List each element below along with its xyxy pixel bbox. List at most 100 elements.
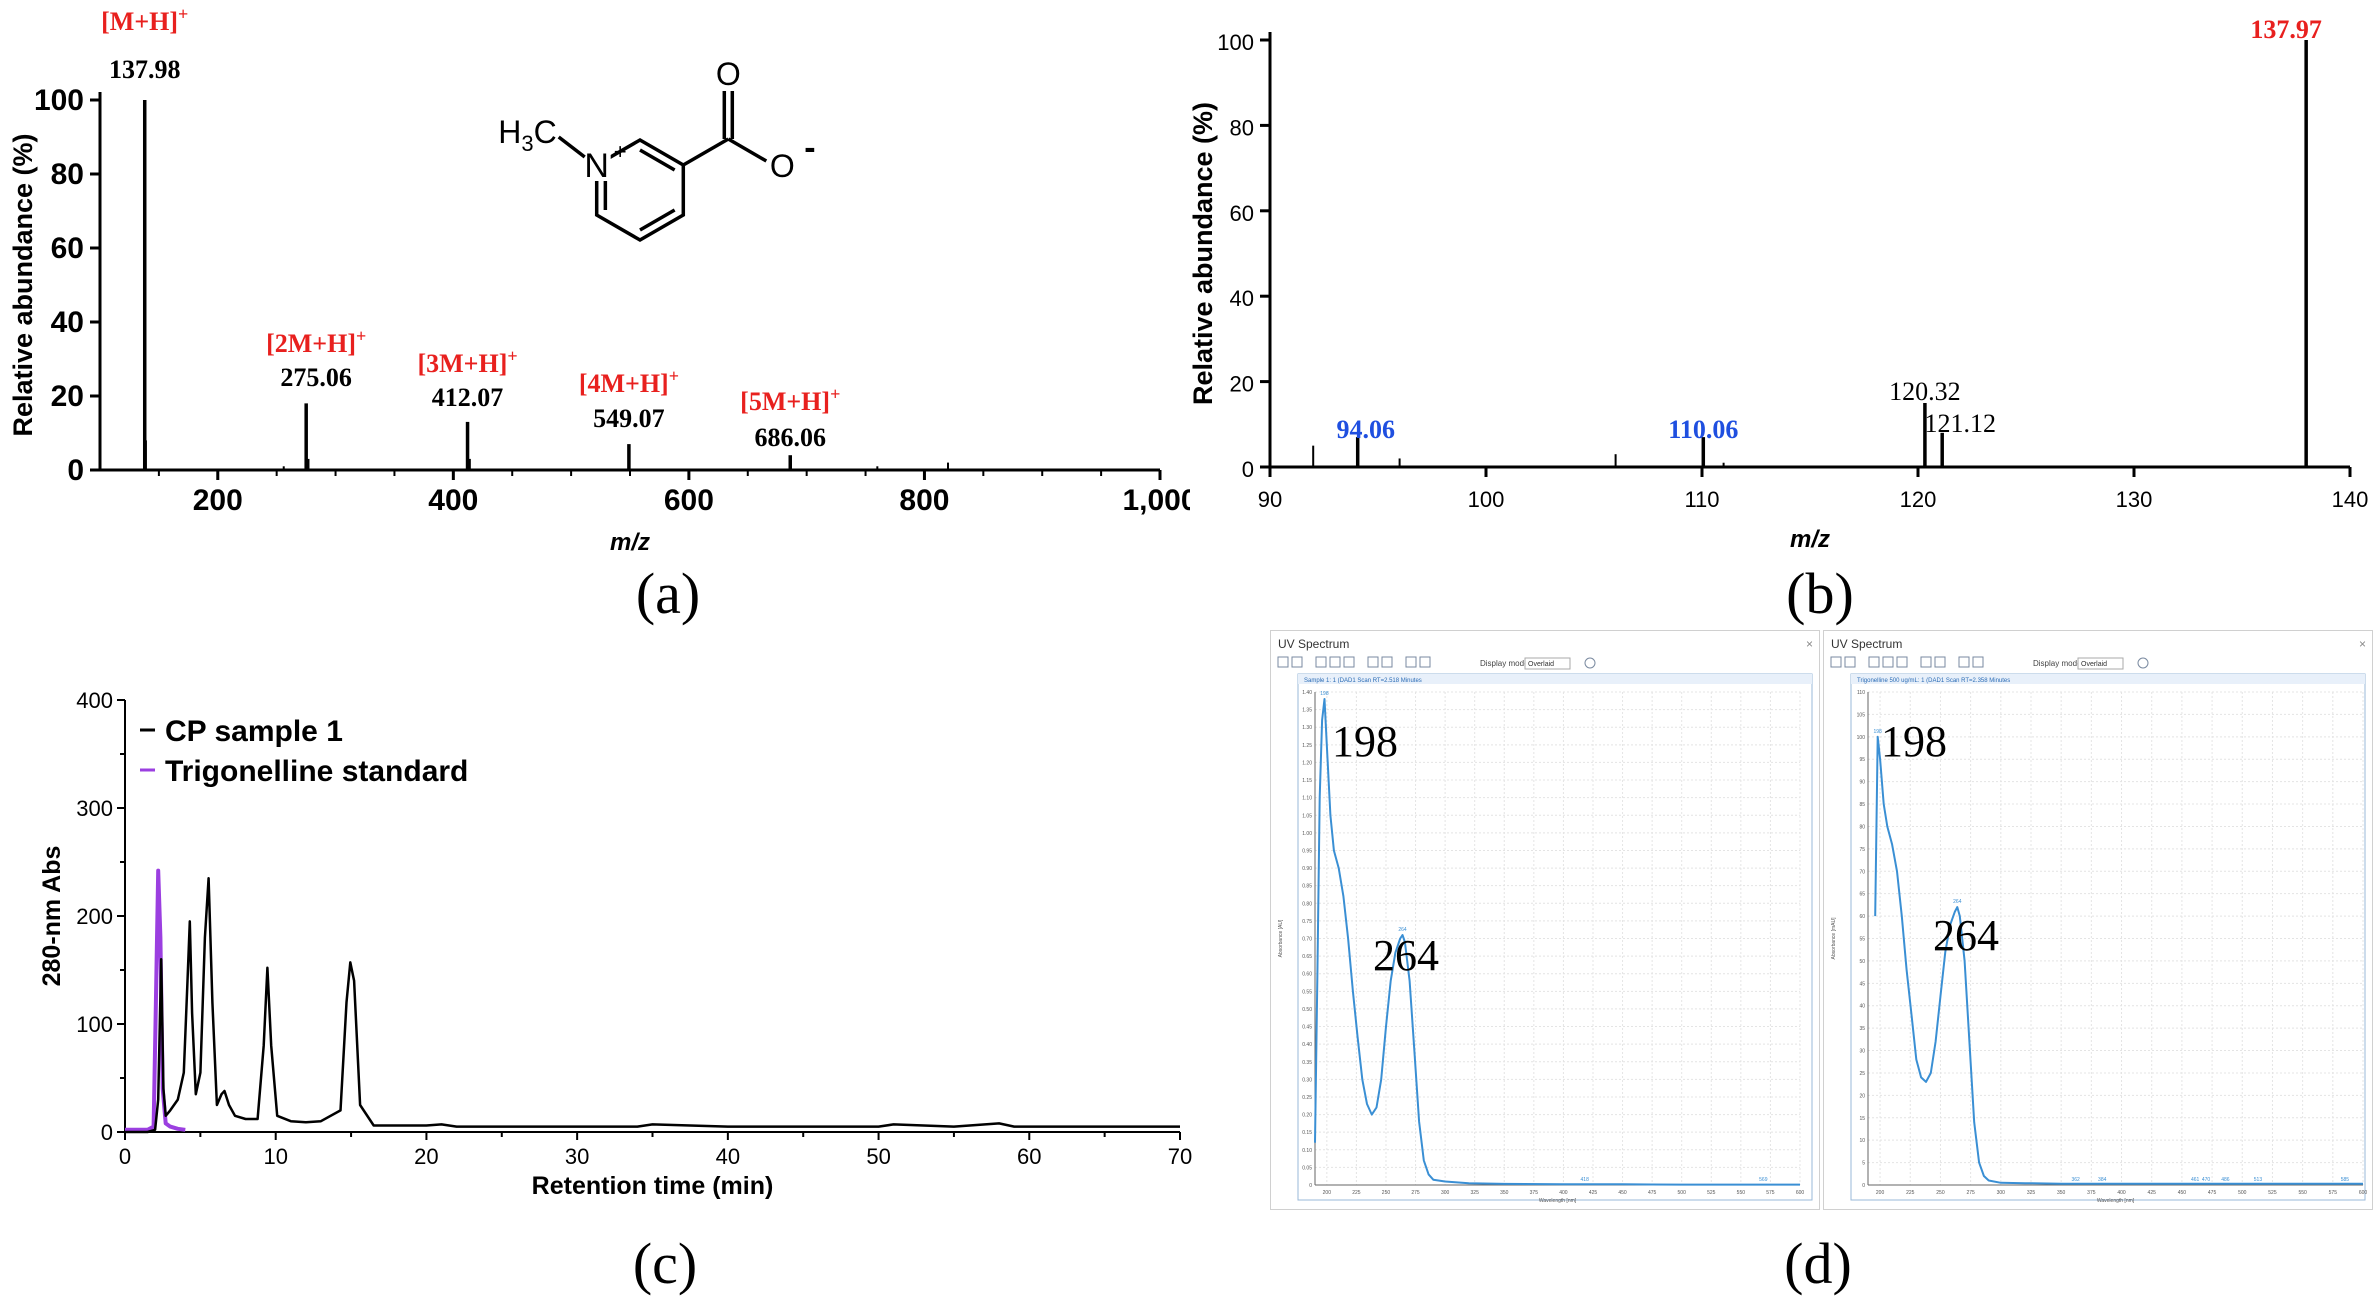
toolbar-icon <box>1343 656 1355 668</box>
y-tick-label: 0.75 <box>1302 919 1312 925</box>
x-tick-label: 40 <box>716 1144 740 1169</box>
legend-label: CP sample 1 <box>165 715 343 748</box>
x-tick-label: 140 <box>2332 487 2369 512</box>
panel-d: UV Spectrum × Display mode Overlaid Sample 1… <box>1270 630 2373 1220</box>
settings-icon <box>1584 657 1596 669</box>
x-axis-label: Wavelength [nm] <box>1539 1198 1577 1204</box>
small-peak-label: 569 <box>1759 1177 1768 1183</box>
x-tick-label: 225 <box>1906 1190 1915 1196</box>
x-tick-label: 275 <box>1411 1190 1420 1196</box>
small-peak-label: 585 <box>2341 1177 2350 1183</box>
x-tick-label: 200 <box>193 484 243 517</box>
x-tick-label: 375 <box>2087 1190 2096 1196</box>
y-tick-label: 0.90 <box>1302 866 1312 872</box>
ion-label: [4M+H]+ <box>579 366 679 398</box>
y-tick-label: 0.55 <box>1302 989 1312 995</box>
double-bond <box>639 148 676 172</box>
toolbar-icon <box>1882 656 1894 668</box>
y-tick-label: 85 <box>1859 802 1865 808</box>
x-tick-label: 30 <box>565 1144 589 1169</box>
y-tick-label: 0.60 <box>1302 972 1312 978</box>
toolbar-icon <box>1934 656 1946 668</box>
x-tick-label: 225 <box>1352 1190 1361 1196</box>
y-tick-label: 55 <box>1859 937 1865 943</box>
carboxyl-bond <box>682 137 730 167</box>
small-peak-label: 264 <box>1398 927 1407 933</box>
x-axis-label: Retention time (min) <box>532 1172 774 1200</box>
toolbar-icon <box>1896 656 1908 668</box>
ion-label: [3M+H]+ <box>417 346 517 378</box>
y-tick-label: 100 <box>34 84 84 117</box>
y-tick-label: 80 <box>1230 115 1254 140</box>
x-tick-label: 425 <box>2148 1190 2157 1196</box>
y-tick-label: 70 <box>1859 869 1865 875</box>
peak-value-label: 686.06 <box>754 423 826 452</box>
n-label-bg <box>582 149 611 181</box>
small-peak-label: 418 <box>1581 1177 1590 1183</box>
toolbar-icon <box>1405 656 1417 668</box>
plot-subtitle: Trigonelline 500 ug/mL: 1 (DAD1 Scan RT=… <box>1857 678 2010 684</box>
small-peak-label: 461 <box>2191 1177 2200 1183</box>
toolbar-icon <box>1844 656 1856 668</box>
y-tick-label: 20 <box>1859 1093 1865 1099</box>
y-tick-label: 1.35 <box>1302 708 1312 714</box>
display-mode-label: Display mode <box>1480 659 1529 668</box>
y-tick-label: 30 <box>1859 1049 1865 1055</box>
ion-label: [5M+H]+ <box>740 384 840 416</box>
uv-window-1: UV Spectrum × Display mode Overlaid Sample 1… <box>1270 630 1820 1210</box>
y-tick-label: 5 <box>1862 1161 1865 1167</box>
x-tick-label: 0 <box>119 1144 131 1169</box>
toolbar-icon <box>1381 656 1393 668</box>
y-tick-label: 45 <box>1859 981 1865 987</box>
toolbar-icon <box>1277 656 1289 668</box>
y-tick-label: 1.30 <box>1302 725 1312 731</box>
peak-value-label: 275.06 <box>280 363 352 392</box>
y-tick-label: 105 <box>1857 712 1866 718</box>
y-tick-label: 60 <box>1859 914 1865 920</box>
x-tick-label: 400 <box>1559 1190 1568 1196</box>
carboxylate-oxygen: O <box>770 148 795 184</box>
y-tick-label: 75 <box>1859 847 1865 853</box>
peak-wavelength-label: 198 <box>1332 717 1398 766</box>
toolbar-icon <box>1367 656 1379 668</box>
peak-value-label: 120.32 <box>1889 377 1961 406</box>
y-tick-label: 1.00 <box>1302 831 1312 837</box>
uv-window-title: UV Spectrum <box>1831 637 1902 651</box>
small-peak-label: 264 <box>1953 899 1962 905</box>
plot-subtitle-bar <box>1298 674 1812 684</box>
plot-subtitle-bar <box>1851 674 2365 684</box>
panel-label-b: (b) <box>1786 561 1854 626</box>
peak-value-label: 121.12 <box>1924 409 1996 438</box>
cp-sample-line <box>125 876 1180 1134</box>
toolbar-icon <box>1419 656 1431 668</box>
nitrogen-charge: + <box>614 139 627 164</box>
y-tick-label: 100 <box>1217 30 1254 55</box>
legend-label: Trigonelline standard <box>165 755 468 788</box>
x-tick-label: 110 <box>1684 487 1719 512</box>
y-tick-label: 90 <box>1859 780 1865 786</box>
y-tick-label: 1.25 <box>1302 743 1312 749</box>
toolbar-icon <box>1868 656 1880 668</box>
y-tick-label: 0.85 <box>1302 884 1312 890</box>
uv-window-2: UV Spectrum × Display mode Overlaid Trigonel… <box>1823 630 2373 1210</box>
x-tick-label: 600 <box>2359 1190 2368 1196</box>
y-tick-label: 0.25 <box>1302 1095 1312 1101</box>
y-tick-label: 40 <box>1230 286 1254 311</box>
y-tick-label: 80 <box>51 158 84 191</box>
settings-icon <box>2137 657 2149 669</box>
y-tick-label: 0 <box>101 1120 113 1145</box>
y-tick-label: 65 <box>1859 892 1865 898</box>
small-peak-label: 362 <box>2071 1177 2080 1183</box>
y-tick-label: 0.10 <box>1302 1148 1312 1154</box>
y-tick-label: 0.45 <box>1302 1025 1312 1031</box>
x-tick-label: 100 <box>1468 487 1505 512</box>
x-tick-label: 550 <box>2298 1190 2307 1196</box>
panel-label-a: (a) <box>635 561 701 626</box>
x-tick-label: 200 <box>1876 1190 1885 1196</box>
y-tick-label: 200 <box>76 904 113 929</box>
peak-value-label: 110.06 <box>1668 415 1738 444</box>
peak-value-label: 412.07 <box>432 383 504 412</box>
x-tick-label: 325 <box>1471 1190 1480 1196</box>
small-peak-label: 198 <box>1873 729 1882 735</box>
x-tick-label: 500 <box>2238 1190 2247 1196</box>
